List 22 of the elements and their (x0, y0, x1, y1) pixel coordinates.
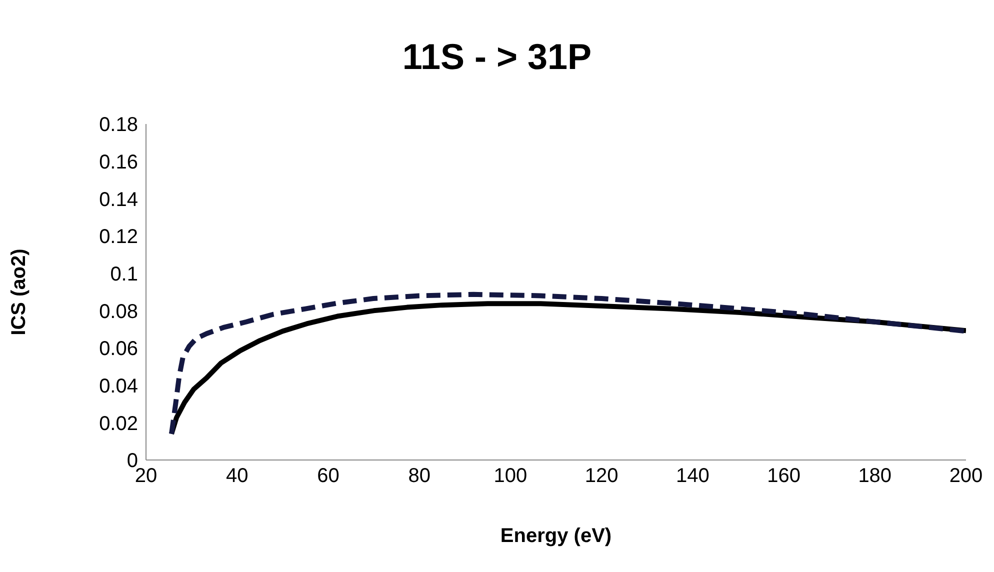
chart-title: 11S - > 31P (401, 36, 593, 78)
x-tick-label: 40 (226, 465, 248, 488)
y-tick-label: 0.06 (99, 338, 138, 360)
x-tick-label: 60 (317, 465, 340, 488)
y-tick-label: 0.16 (99, 151, 138, 174)
y-tick-label: 0.18 (99, 114, 138, 136)
y-tick-label: 0.02 (99, 412, 138, 435)
x-tick-label: 80 (408, 465, 430, 488)
x-tick-label: 140 (676, 465, 710, 488)
x-tick-label: 100 (494, 465, 528, 488)
x-tick-label: 180 (858, 465, 892, 488)
y-axis-title: ICS (ao2) (8, 248, 30, 336)
y-tick-label: 0.04 (99, 375, 138, 398)
y-tick-label: 0.1 (110, 263, 138, 286)
x-tick-label: 200 (949, 465, 983, 488)
y-tick-label: 0.14 (99, 188, 138, 211)
y-tick-label: 0.08 (99, 300, 138, 323)
x-tick-label: 20 (134, 465, 158, 488)
x-tick-label: 160 (767, 465, 800, 488)
x-axis-title: Energy (eV) (500, 525, 612, 548)
y-tick-label: 0.12 (99, 226, 138, 248)
x-tick-label: 120 (584, 465, 618, 488)
